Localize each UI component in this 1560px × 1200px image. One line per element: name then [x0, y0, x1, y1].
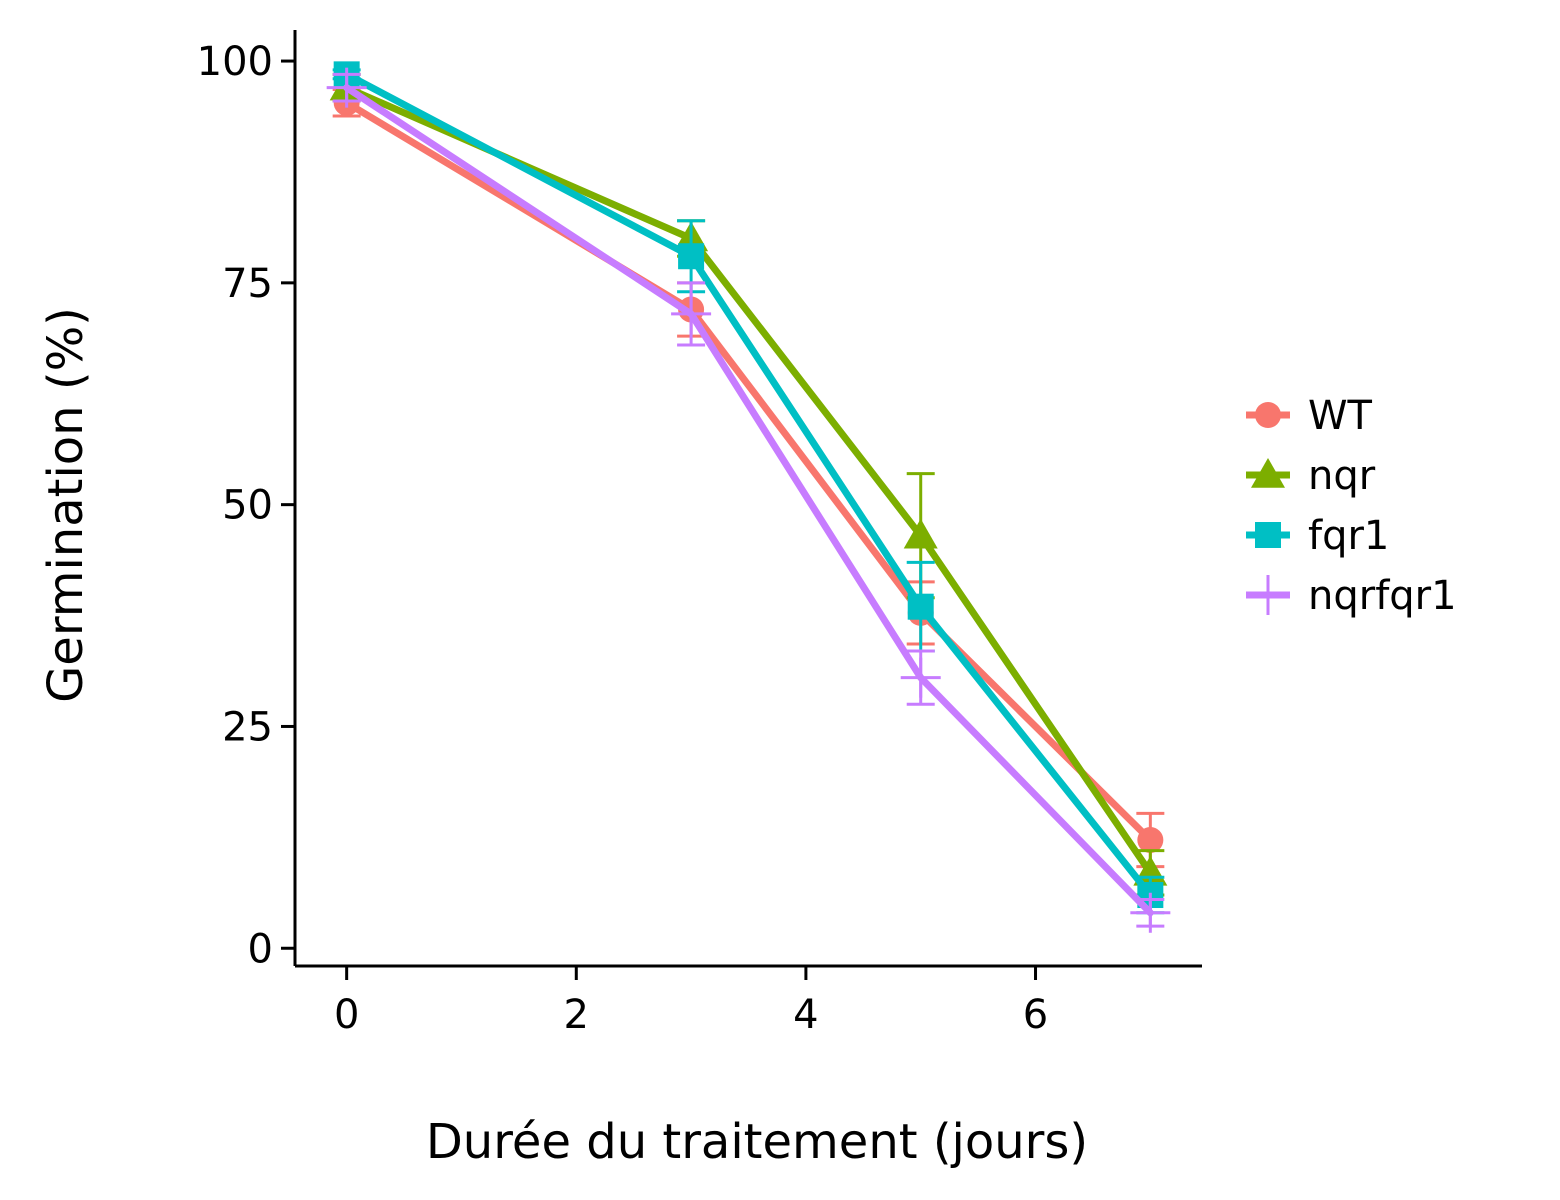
legend-label: fqr1	[1308, 513, 1389, 559]
x-tick-label: 4	[793, 992, 818, 1038]
y-tick-label: 100	[197, 39, 273, 85]
series-line	[343, 84, 1154, 877]
legend-swatch-marker	[1248, 575, 1288, 615]
data-point	[903, 518, 938, 549]
y-tick-label: 25	[222, 704, 273, 750]
data-point	[326, 67, 367, 108]
series-WT	[332, 87, 1165, 869]
data-point	[900, 657, 941, 698]
y-axis: 0 25 50 75 100	[197, 39, 295, 972]
legend-label: nqr	[1308, 453, 1376, 499]
legend-label: WT	[1308, 393, 1373, 439]
y-tick-label: 50	[222, 483, 273, 529]
series-line	[343, 84, 1154, 917]
data-point	[678, 243, 705, 270]
legend-swatch-marker	[1255, 402, 1281, 428]
x-tick-label: 2	[564, 992, 589, 1038]
legend-swatch-marker	[1255, 522, 1281, 548]
y-tick-label: 0	[248, 926, 273, 972]
series-nqr	[329, 70, 1168, 897]
data-point	[1130, 892, 1171, 933]
data-point	[907, 593, 934, 620]
legend-label: nqrfqr1	[1308, 573, 1457, 619]
data-point	[1137, 827, 1164, 854]
y-tick-label: 75	[222, 261, 273, 307]
legend-item: nqr	[1246, 453, 1376, 499]
series-nqrfqr1	[326, 67, 1171, 933]
legend-item: fqr1	[1246, 513, 1389, 559]
x-tick-label: 6	[1023, 992, 1048, 1038]
series-fqr1	[332, 61, 1165, 915]
legend-item: nqrfqr1	[1246, 573, 1457, 619]
x-axis-title: Durée du traitement (jours)	[426, 1114, 1088, 1170]
x-tick-label: 0	[334, 992, 359, 1038]
data-point	[671, 293, 712, 334]
series-line	[343, 70, 1154, 899]
legend-item: WT	[1246, 393, 1373, 439]
y-axis-title: Germination (%)	[38, 307, 94, 703]
series-layer	[326, 61, 1171, 933]
x-axis: 0 2 4 6	[334, 966, 1048, 1038]
legend-swatch-marker	[1251, 458, 1285, 488]
series-line	[343, 99, 1154, 844]
